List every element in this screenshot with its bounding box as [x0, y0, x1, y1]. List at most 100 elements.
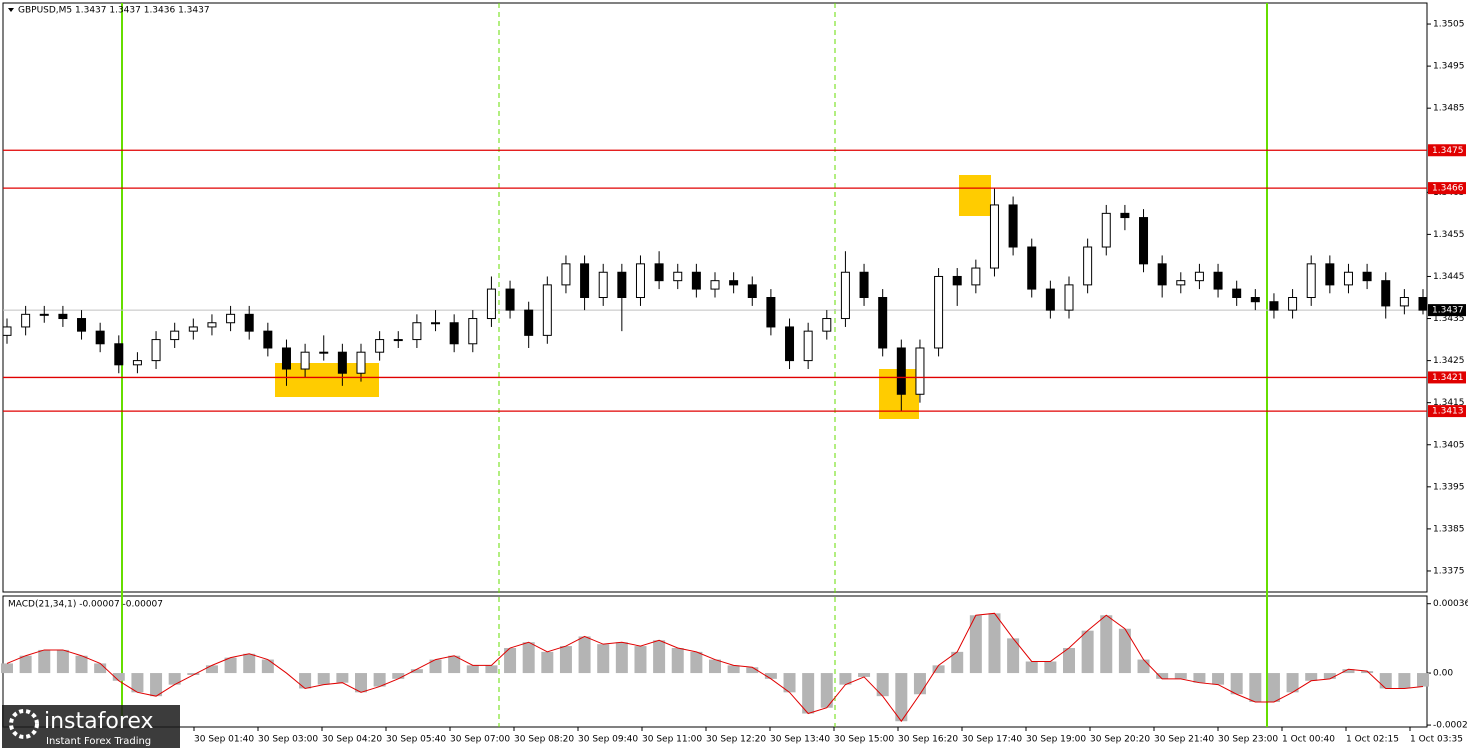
candle-body: [896, 347, 906, 395]
macd-bar: [336, 673, 349, 683]
x-tick-label: 30 Sep 03:00: [258, 735, 318, 745]
level-tag: [1428, 405, 1466, 418]
macd-bar: [131, 673, 144, 693]
macd-bar: [112, 673, 125, 681]
candle-body: [1418, 297, 1428, 311]
x-tick-label: 1 Oct 03:35: [1410, 735, 1463, 745]
macd-bar: [150, 673, 163, 697]
level-label: 1.3475: [1432, 146, 1464, 156]
x-tick-label: 1 Oct 02:15: [1346, 735, 1399, 745]
x-tick-label: 30 Sep 12:20: [706, 735, 766, 745]
candle-body: [1250, 297, 1260, 303]
level-tag: [1428, 182, 1466, 195]
candle-body: [971, 267, 981, 286]
y-tick-label: 1.3495: [1433, 62, 1465, 72]
macd-bar: [913, 673, 926, 695]
macd-bar: [634, 646, 647, 674]
candle-body: [803, 330, 813, 362]
macd-bar: [1156, 673, 1169, 679]
level-tag: [1428, 371, 1466, 384]
candle-body: [1269, 301, 1279, 311]
macd-bar: [1212, 673, 1225, 685]
macd-bar: [1417, 673, 1429, 687]
highlight-box: [959, 175, 991, 216]
y-tick-label: 1.3435: [1433, 314, 1465, 324]
macd-bar: [1305, 673, 1318, 681]
x-tick-label: 30 Sep 13:40: [770, 735, 830, 745]
x-tick-label: 30 Sep 19:00: [1026, 735, 1086, 745]
x-tick-label: 30 Sep 15:00: [834, 735, 894, 745]
macd-bar: [802, 673, 815, 714]
candle-body: [840, 271, 850, 320]
macd-bar: [1249, 673, 1262, 702]
candle-body: [1325, 263, 1335, 286]
candle-body: [635, 263, 645, 299]
macd-bar: [1137, 659, 1150, 674]
macd-bar: [504, 648, 517, 674]
candle-body: [393, 339, 403, 342]
macd-bar: [783, 673, 796, 693]
macd-bar: [1081, 630, 1094, 674]
candle-body: [1381, 280, 1391, 307]
macd-bar: [1323, 673, 1336, 679]
candle-body: [505, 288, 515, 311]
candle-body: [1008, 204, 1018, 248]
price-label: 1.3437: [1432, 306, 1464, 316]
macd-bar: [94, 663, 107, 674]
candle-body: [1213, 271, 1223, 290]
macd-bar: [1100, 615, 1113, 674]
macd-bar: [951, 651, 964, 674]
candle-body: [226, 313, 236, 324]
macd-bar: [653, 640, 666, 674]
candle-body: [77, 318, 87, 332]
level-tag: [1428, 144, 1466, 157]
macd-bar: [876, 673, 889, 697]
candle-body: [989, 204, 999, 269]
candle-body: [1232, 288, 1242, 299]
candle-body: [1045, 288, 1055, 311]
macd-bar: [448, 655, 461, 674]
candle-body: [21, 313, 31, 328]
candle-body: [934, 275, 944, 349]
macd-bar: [75, 655, 88, 674]
candle-body: [729, 280, 739, 286]
macd-bar: [1174, 673, 1187, 679]
y-tick-label: 0.00: [1433, 669, 1453, 679]
candle-body: [300, 351, 310, 370]
candle-body: [244, 313, 254, 332]
candle-body: [207, 322, 217, 328]
macd-bar: [1286, 673, 1299, 693]
macd-bar: [709, 659, 721, 674]
macd-bar: [392, 673, 405, 679]
candle-body: [188, 326, 198, 332]
y-tick-label: 1.3405: [1433, 440, 1465, 450]
candle-body: [878, 297, 888, 349]
watermark-brand: instaforex: [44, 709, 154, 734]
macd-bar: [858, 673, 871, 677]
macd-bar: [690, 651, 703, 674]
macd-bar: [1267, 673, 1280, 702]
macd-bar: [1118, 628, 1131, 674]
macd-bar: [205, 665, 218, 674]
candle-body: [337, 351, 347, 374]
macd-bar: [932, 665, 945, 674]
x-tick-label: 30 Sep 11:00: [642, 735, 702, 745]
macd-bar: [1361, 671, 1374, 674]
macd-bar: [410, 669, 423, 674]
candle-body: [1176, 280, 1186, 286]
x-tick-label: 30 Sep 05:40: [386, 735, 446, 745]
macd-bar: [299, 673, 312, 689]
y-tick-label: 1.3445: [1433, 272, 1465, 282]
candle-body: [1101, 212, 1111, 248]
candle-body: [747, 284, 757, 298]
y-tick-label: 1.3385: [1433, 524, 1465, 534]
macd-bar: [1342, 669, 1355, 674]
watermark-logo: [9, 709, 39, 739]
macd-bar: [1193, 673, 1206, 683]
candle-body: [1027, 246, 1037, 290]
macd-bar: [522, 642, 535, 674]
macd-bar: [1379, 673, 1392, 689]
candle-body: [952, 275, 962, 286]
y-tick-label: 1.3425: [1433, 356, 1465, 366]
macd-bar: [243, 653, 256, 674]
